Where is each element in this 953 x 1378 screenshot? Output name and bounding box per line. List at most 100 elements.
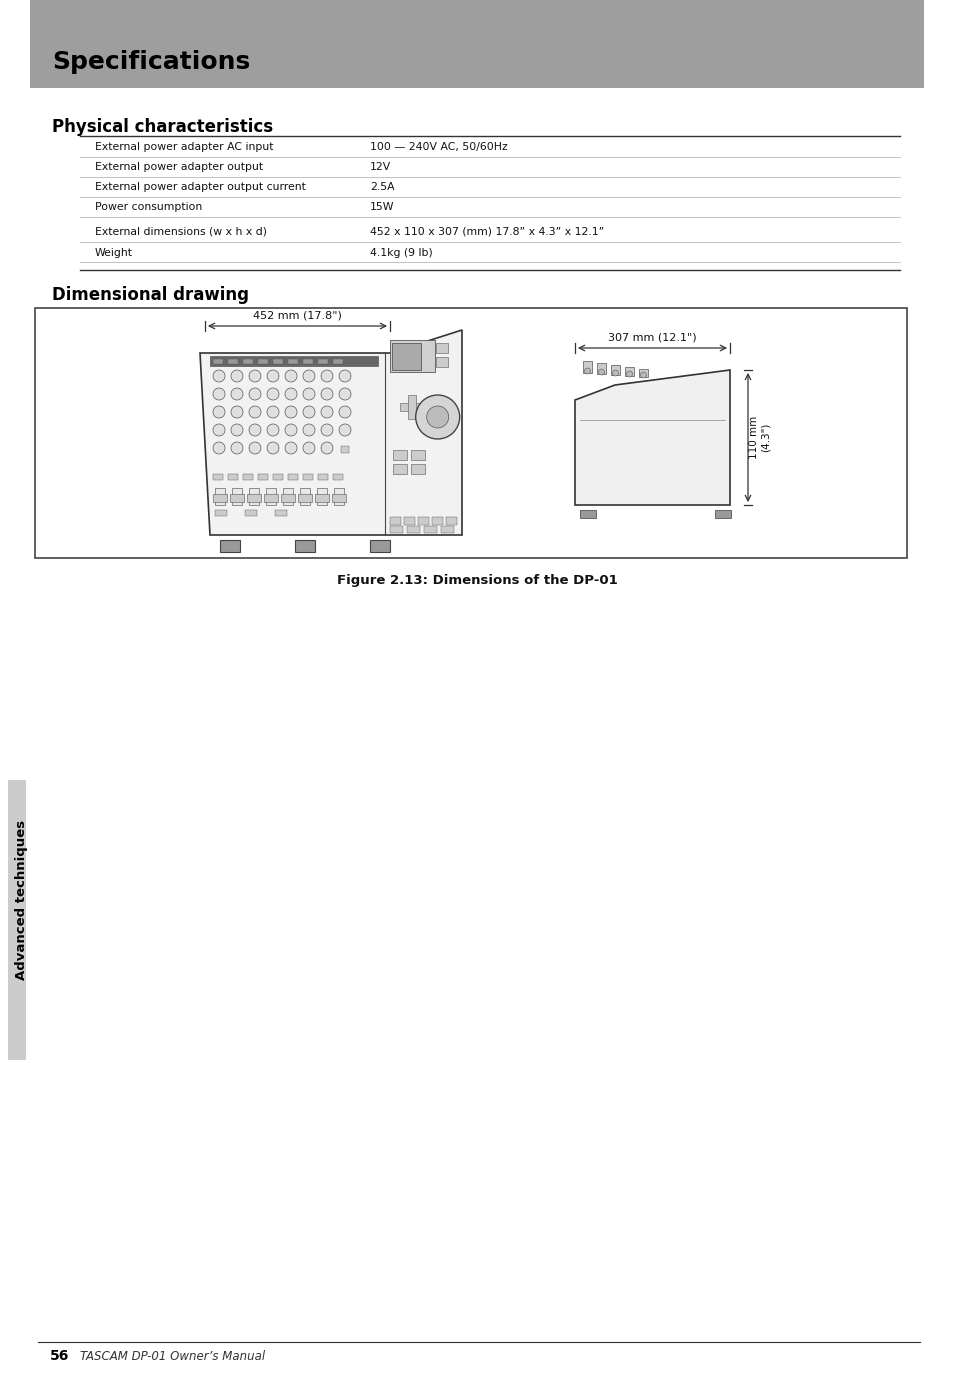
Text: External dimensions (w x h x d): External dimensions (w x h x d) bbox=[95, 226, 267, 236]
Polygon shape bbox=[575, 371, 729, 504]
Bar bbox=[390, 340, 435, 372]
Circle shape bbox=[416, 395, 459, 440]
Circle shape bbox=[267, 389, 278, 400]
Bar bbox=[213, 360, 223, 364]
Circle shape bbox=[338, 407, 351, 418]
Bar bbox=[288, 474, 297, 480]
Bar bbox=[288, 360, 297, 364]
Bar bbox=[624, 367, 634, 376]
Bar bbox=[8, 780, 26, 1060]
Bar bbox=[243, 474, 253, 480]
Circle shape bbox=[249, 371, 261, 382]
Text: External power adapter output current: External power adapter output current bbox=[95, 182, 306, 192]
Text: 307 mm (12.1"): 307 mm (12.1") bbox=[608, 332, 696, 342]
Bar bbox=[393, 451, 407, 460]
Bar bbox=[436, 343, 448, 353]
Circle shape bbox=[626, 371, 632, 378]
Bar bbox=[370, 540, 390, 553]
Circle shape bbox=[338, 389, 351, 400]
Bar bbox=[333, 360, 343, 364]
Circle shape bbox=[267, 371, 278, 382]
Circle shape bbox=[213, 407, 225, 418]
Bar bbox=[392, 343, 420, 371]
Bar bbox=[273, 474, 283, 480]
Text: Physical characteristics: Physical characteristics bbox=[52, 119, 273, 136]
Bar bbox=[436, 357, 448, 367]
Circle shape bbox=[612, 371, 618, 376]
Text: 100 — 240V AC, 50/60Hz: 100 — 240V AC, 50/60Hz bbox=[370, 142, 507, 152]
Bar bbox=[408, 395, 416, 419]
Bar bbox=[213, 493, 227, 502]
Polygon shape bbox=[200, 329, 461, 535]
Bar bbox=[411, 451, 424, 460]
Circle shape bbox=[213, 424, 225, 435]
Text: 452 x 110 x 307 (mm) 17.8” x 4.3” x 12.1”: 452 x 110 x 307 (mm) 17.8” x 4.3” x 12.1… bbox=[370, 226, 603, 236]
Bar bbox=[214, 510, 227, 515]
Bar bbox=[390, 526, 402, 533]
Bar bbox=[245, 510, 256, 515]
Circle shape bbox=[338, 424, 351, 435]
Bar bbox=[273, 360, 283, 364]
Bar bbox=[317, 360, 328, 364]
Bar bbox=[407, 526, 419, 533]
Bar bbox=[266, 488, 275, 504]
Text: Power consumption: Power consumption bbox=[95, 203, 202, 212]
Circle shape bbox=[213, 389, 225, 400]
Bar bbox=[333, 474, 343, 480]
Bar bbox=[264, 493, 277, 502]
Circle shape bbox=[285, 424, 296, 435]
Circle shape bbox=[320, 407, 333, 418]
Text: External power adapter AC input: External power adapter AC input bbox=[95, 142, 274, 152]
Circle shape bbox=[285, 442, 296, 453]
Bar bbox=[230, 493, 244, 502]
Circle shape bbox=[285, 389, 296, 400]
Circle shape bbox=[231, 424, 243, 435]
Text: 4.1kg (9 lb): 4.1kg (9 lb) bbox=[370, 248, 433, 258]
Text: Specifications: Specifications bbox=[52, 50, 250, 74]
Bar bbox=[247, 493, 261, 502]
Bar bbox=[274, 510, 287, 515]
Circle shape bbox=[303, 389, 314, 400]
Circle shape bbox=[598, 369, 604, 375]
Circle shape bbox=[303, 424, 314, 435]
Text: Weight: Weight bbox=[95, 248, 132, 258]
Circle shape bbox=[213, 371, 225, 382]
Bar bbox=[243, 360, 253, 364]
Circle shape bbox=[639, 372, 646, 378]
Circle shape bbox=[213, 442, 225, 453]
Bar bbox=[303, 474, 313, 480]
Bar bbox=[610, 365, 619, 375]
Bar bbox=[213, 474, 223, 480]
Text: Advanced techniques: Advanced techniques bbox=[15, 820, 29, 980]
Bar bbox=[228, 474, 237, 480]
Bar bbox=[297, 493, 312, 502]
Circle shape bbox=[338, 371, 351, 382]
Bar bbox=[440, 526, 454, 533]
Bar bbox=[417, 517, 429, 525]
Bar bbox=[314, 493, 329, 502]
Text: 12V: 12V bbox=[370, 163, 391, 172]
Bar bbox=[228, 360, 237, 364]
Circle shape bbox=[303, 442, 314, 453]
Circle shape bbox=[320, 389, 333, 400]
Bar bbox=[579, 510, 596, 518]
Text: Figure 2.13: Dimensions of the DP-01: Figure 2.13: Dimensions of the DP-01 bbox=[336, 575, 617, 587]
Bar bbox=[281, 493, 294, 502]
Bar bbox=[30, 0, 923, 88]
Bar bbox=[294, 540, 314, 553]
Circle shape bbox=[231, 389, 243, 400]
Circle shape bbox=[320, 424, 333, 435]
Bar bbox=[232, 488, 242, 504]
Bar bbox=[403, 517, 415, 525]
Text: 56: 56 bbox=[50, 1349, 70, 1363]
Circle shape bbox=[231, 407, 243, 418]
Circle shape bbox=[303, 371, 314, 382]
Bar bbox=[399, 402, 424, 411]
Bar bbox=[423, 526, 436, 533]
Circle shape bbox=[303, 407, 314, 418]
Bar bbox=[597, 362, 605, 373]
Bar bbox=[432, 517, 442, 525]
Bar bbox=[390, 517, 400, 525]
Bar bbox=[35, 309, 906, 558]
Text: 15W: 15W bbox=[370, 203, 395, 212]
